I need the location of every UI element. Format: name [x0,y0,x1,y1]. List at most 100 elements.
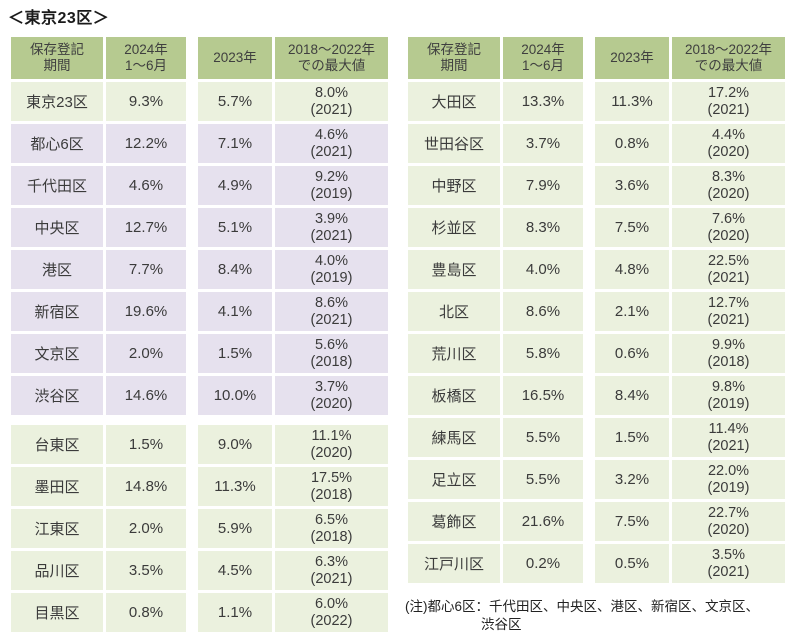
value-2024-cell: 12.7% [106,208,186,247]
value-2023-cell: 0.5% [595,544,669,583]
ward-name-cell: 足立区 [408,460,500,499]
max-value-cell: 4.4% (2020) [672,124,785,163]
right-table-column: 保存登記 期間 2024年 1～6月 2023年 2018～2022年 での最大値 大田区 13… [405,34,788,634]
column-gap [586,166,592,205]
max-value-cell: 8.6% (2021) [275,292,388,331]
max-value-cell: 9.8% (2019) [672,376,785,415]
table-row: 新宿区 19.6% 4.1% 8.6% (2021) [11,292,388,331]
value-2023-cell: 5.9% [198,509,272,548]
max-value-cell: 3.7% (2020) [275,376,388,415]
header-max: 2018～2022年 での最大値 [672,37,785,79]
max-value-cell: 4.6% (2021) [275,124,388,163]
table-row: 江戸川区 0.2% 0.5% 3.5% (2021) [408,544,785,583]
ward-name-cell: 新宿区 [11,292,103,331]
value-2024-cell: 3.5% [106,551,186,590]
value-2023-cell: 3.6% [595,166,669,205]
column-gap [189,593,195,632]
table-tokyo23-left: 保存登記 期間 2024年 1～6月 2023年 2018～2022年 での最大値 東京23区… [8,34,391,635]
header-2024: 2024年 1～6月 [106,37,186,79]
max-value-cell: 9.2% (2019) [275,166,388,205]
ward-name-cell: 墨田区 [11,467,103,506]
max-value-cell: 5.6% (2018) [275,334,388,373]
table-row: 墨田区 14.8% 11.3% 17.5% (2018) [11,467,388,506]
ward-name-cell: 北区 [408,292,500,331]
value-2023-cell: 1.1% [198,593,272,632]
column-gap [189,376,195,415]
ward-name-cell: 世田谷区 [408,124,500,163]
max-value-cell: 9.9% (2018) [672,334,785,373]
header-max: 2018～2022年 での最大値 [275,37,388,79]
value-2023-cell: 4.1% [198,292,272,331]
page-title: ＜東京23区＞ [8,10,110,27]
ward-name-cell: 江戸川区 [408,544,500,583]
max-value-cell: 17.2% (2021) [672,82,785,121]
value-2024-cell: 2.0% [106,334,186,373]
value-2023-cell: 4.9% [198,166,272,205]
column-gap [189,467,195,506]
group-gap [11,418,388,422]
column-gap [189,551,195,590]
column-gap [586,82,592,121]
max-value-cell: 22.5% (2021) [672,250,785,289]
value-2023-cell: 7.1% [198,124,272,163]
value-2023-cell: 3.2% [595,460,669,499]
value-2024-cell: 16.5% [503,376,583,415]
column-gap [189,37,195,79]
column-gap [189,82,195,121]
column-gap [586,376,592,415]
max-value-cell: 3.5% (2021) [672,544,785,583]
header-2023: 2023年 [595,37,669,79]
footnote-line1: (注)都心6区：千代田区、中央区、港区、新宿区、文京区、 [405,599,759,614]
table-row: 目黒区 0.8% 1.1% 6.0% (2022) [11,593,388,632]
value-2023-cell: 0.6% [595,334,669,373]
value-2023-cell: 9.0% [198,425,272,464]
value-2023-cell: 4.8% [595,250,669,289]
table-row: 文京区 2.0% 1.5% 5.6% (2018) [11,334,388,373]
max-value-cell: 22.0% (2019) [672,460,785,499]
ward-name-cell: 中野区 [408,166,500,205]
ward-name-cell: 文京区 [11,334,103,373]
table-row: 足立区 5.5% 3.2% 22.0% (2019) [408,460,785,499]
footnote-line2: 渋谷区 [481,617,522,632]
ward-name-cell: 葛飾区 [408,502,500,541]
column-gap [586,292,592,331]
table-row: 葛飾区 21.6% 7.5% 22.7% (2020) [408,502,785,541]
column-gap [586,334,592,373]
value-2024-cell: 7.7% [106,250,186,289]
header-2024: 2024年 1～6月 [503,37,583,79]
column-gap [189,292,195,331]
ward-name-cell: 大田区 [408,82,500,121]
value-2023-cell: 11.3% [198,467,272,506]
table-row: 荒川区 5.8% 0.6% 9.9% (2018) [408,334,785,373]
table-row: 豊島区 4.0% 4.8% 22.5% (2021) [408,250,785,289]
value-2024-cell: 8.6% [503,292,583,331]
value-2024-cell: 9.3% [106,82,186,121]
header-2023: 2023年 [198,37,272,79]
value-2024-cell: 14.6% [106,376,186,415]
column-gap [586,37,592,79]
table-row: 渋谷区 14.6% 10.0% 3.7% (2020) [11,376,388,415]
column-gap [586,502,592,541]
value-2023-cell: 8.4% [595,376,669,415]
value-2023-cell: 1.5% [595,418,669,457]
value-2023-cell: 2.1% [595,292,669,331]
column-gap [189,425,195,464]
table-row: 東京23区 9.3% 5.7% 8.0% (2021) [11,82,388,121]
column-gap [189,208,195,247]
ward-name-cell: 荒川区 [408,334,500,373]
tables-container: 保存登記 期間 2024年 1～6月 2023年 2018～2022年 での最大値 東京23区… [8,34,790,635]
header-period: 保存登記 期間 [11,37,103,79]
table-row: 北区 8.6% 2.1% 12.7% (2021) [408,292,785,331]
ward-name-cell: 都心6区 [11,124,103,163]
ward-name-cell: 豊島区 [408,250,500,289]
max-value-cell: 17.5% (2018) [275,467,388,506]
ward-name-cell: 目黒区 [11,593,103,632]
table-row: 品川区 3.5% 4.5% 6.3% (2021) [11,551,388,590]
value-2024-cell: 0.2% [503,544,583,583]
max-value-cell: 11.1% (2020) [275,425,388,464]
max-value-cell: 6.0% (2022) [275,593,388,632]
ward-name-cell: 渋谷区 [11,376,103,415]
ward-name-cell: 練馬区 [408,418,500,457]
table-row: 大田区 13.3% 11.3% 17.2% (2021) [408,82,785,121]
table-row: 中野区 7.9% 3.6% 8.3% (2020) [408,166,785,205]
